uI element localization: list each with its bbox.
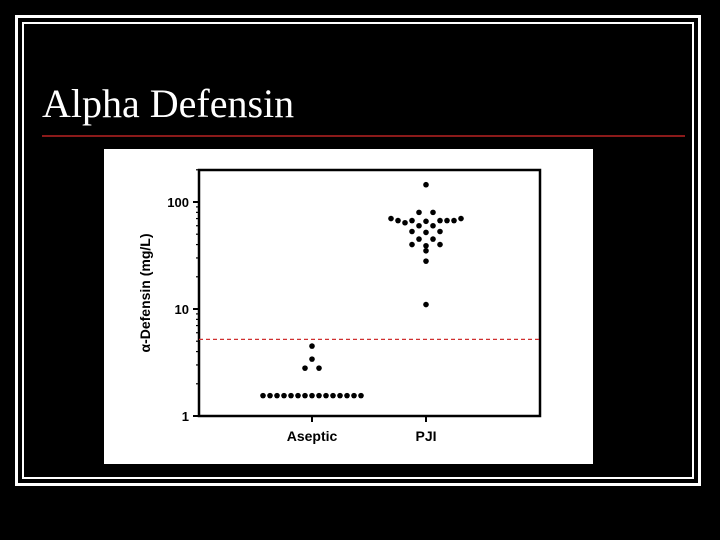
data-point-aseptic — [316, 392, 322, 399]
data-point-pji — [430, 236, 436, 242]
data-point-aseptic — [302, 365, 308, 371]
data-point-pji — [423, 301, 429, 308]
data-point-pji — [423, 181, 429, 188]
data-point-aseptic — [309, 356, 315, 362]
data-point-aseptic — [316, 365, 322, 371]
data-point-pji — [430, 209, 436, 216]
data-point-aseptic — [302, 392, 308, 399]
y-tick-label: 1 — [182, 409, 189, 424]
data-point-pji — [451, 217, 457, 224]
data-point-aseptic — [351, 392, 357, 399]
plot-frame — [197, 168, 542, 418]
y-tick-label: 10 — [175, 302, 189, 317]
chart-panel: 1 10 100 Aseptic PJI α-Defensin (mg/L) — [104, 149, 593, 464]
data-point-pji — [416, 209, 422, 216]
data-point-aseptic — [330, 392, 336, 399]
y-axis-label: α-Defensin (mg/L) — [137, 233, 153, 352]
data-point-pji — [395, 217, 401, 224]
data-point-aseptic — [281, 392, 287, 399]
data-point-pji — [423, 242, 429, 249]
data-point-aseptic — [295, 392, 301, 399]
x-tick-label-pji: PJI — [415, 428, 436, 444]
data-point-aseptic — [323, 392, 329, 399]
data-point-aseptic — [288, 392, 294, 399]
data-point-aseptic — [309, 392, 315, 399]
data-point-pji — [416, 222, 422, 229]
data-point-aseptic — [309, 343, 315, 349]
data-point-pji — [423, 218, 429, 225]
data-point-pji — [437, 241, 443, 248]
x-tick-label-aseptic: Aseptic — [287, 428, 338, 444]
data-point-aseptic — [274, 392, 280, 399]
data-point-pji — [423, 258, 429, 264]
data-point-pji — [409, 241, 415, 248]
data-point-aseptic — [267, 392, 273, 399]
data-point-pji — [423, 229, 429, 236]
slide-frame-inner — [22, 22, 694, 479]
alpha-defensin-dot-plot: 1 10 100 Aseptic PJI α-Defensin (mg/L) — [137, 168, 542, 444]
data-point-aseptic — [337, 392, 343, 399]
data-point-pji — [409, 228, 415, 235]
data-point-aseptic — [344, 392, 350, 399]
data-point-pji — [416, 236, 422, 242]
data-point-pji — [458, 215, 464, 222]
data-point-pji — [423, 247, 429, 254]
y-tick-label: 100 — [167, 195, 189, 210]
title-underline — [42, 135, 685, 137]
data-point-pji — [430, 222, 436, 229]
data-point-aseptic — [260, 392, 266, 399]
data-point-pji — [437, 217, 443, 224]
slide-frame-outer — [15, 15, 701, 486]
data-point-pji — [437, 228, 443, 235]
data-point-pji — [388, 215, 394, 222]
slide-title: Alpha Defensin — [42, 81, 295, 126]
data-point-pji — [402, 219, 408, 226]
data-point-aseptic — [358, 392, 364, 399]
data-point-pji — [444, 217, 450, 224]
data-point-pji — [409, 217, 415, 224]
